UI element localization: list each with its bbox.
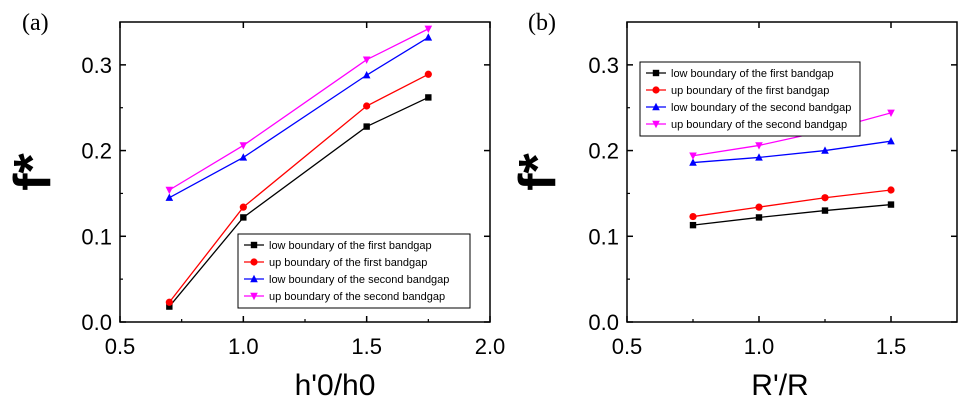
data-point [239,142,248,150]
y-tick-label: 0.2 [81,139,112,164]
legend-marker [250,258,258,266]
series-line-1 [168,96,429,307]
chart-panel-1: (a) 0.5 1.0 1.5 2.0 0.0 0.1 0.2 0.3 h'0/h0 f* low b… [4,10,505,402]
data-point [821,146,829,154]
data-point [362,70,371,79]
legend-box [639,61,861,137]
data-point [363,123,370,130]
data-point [165,298,173,306]
data-point [239,203,247,211]
y-tick-label: 0.3 [588,53,619,78]
data-point [425,94,432,101]
legend-entry: up boundary of the second bandgap [269,291,445,303]
legend-marker [652,120,660,129]
y-tick-label: 0.2 [588,139,619,164]
legend-entry: low boundary of the second bandgap [269,274,449,286]
data-point [755,142,763,150]
x-tick-label: 1.0 [744,334,775,359]
legend-marker [652,86,660,94]
data-point [239,153,248,161]
legend-marker [652,69,660,77]
series-line-2 [692,189,892,218]
legend-entry: low boundary of the second bandgap [671,102,851,114]
chart-panel-2: (b) 0.5 1.0 1.5 0.0 0.1 0.2 0.3 R'/R f* low bounda… [509,10,958,402]
data-point [166,303,173,310]
data-point [362,56,371,64]
y-tick-label: 0.0 [81,310,112,335]
y-tick-label: 0.1 [81,224,112,249]
data-point [424,70,432,78]
y-tick-label: 0.0 [588,310,619,335]
legend-marker [652,102,660,111]
y-axis-title: f* [4,152,62,190]
data-point [689,152,697,160]
data-point [755,203,763,211]
data-point [424,33,433,41]
data-point [689,221,697,229]
legend-box [237,233,471,309]
data-point [689,212,697,221]
data-point [755,153,763,161]
panel-label: (a) [22,10,49,36]
legend-entry: up boundary of the first bandgap [671,85,829,97]
data-point [821,207,829,214]
x-axis-title: h'0/h0 [295,369,376,402]
x-tick-label: 1.5 [876,334,907,359]
legend-marker [250,241,258,249]
data-point [821,194,829,202]
y-axis-title: f* [509,152,567,190]
data-point [755,214,763,221]
data-point [887,186,895,194]
series-line-1 [692,203,892,226]
y-tick-label: 0.1 [588,224,619,249]
x-tick-label: 0.5 [612,334,643,359]
x-tick-label: 1.0 [228,334,259,359]
panel-label: (b) [528,10,556,36]
legend-marker [250,274,258,283]
x-tick-label: 2.0 [475,334,506,359]
data-point [240,214,247,221]
data-point [887,109,895,118]
series-line-3 [692,140,892,164]
data-point [689,158,697,166]
x-tick-label: 0.5 [105,334,136,359]
legend-entry: low boundary of the first bandgap [269,240,432,252]
legend-entry: low boundary of the first bandgap [671,68,834,80]
series-line-2 [168,73,429,303]
x-tick-label: 1.5 [351,334,382,359]
plot-frame [626,21,958,323]
series-line-3 [169,36,429,199]
series-line-4 [168,28,429,191]
data-point [363,102,371,110]
legend-entry: up boundary of the second bandgap [671,119,847,131]
data-point [165,186,174,195]
x-axis-title: R'/R [751,369,808,402]
data-point [424,25,433,34]
data-point [887,136,895,145]
data-point [887,201,895,208]
legend-marker [250,292,258,301]
y-tick-label: 0.3 [81,53,112,78]
data-point [165,193,174,201]
legend-entry: up boundary of the first bandgap [269,257,427,269]
